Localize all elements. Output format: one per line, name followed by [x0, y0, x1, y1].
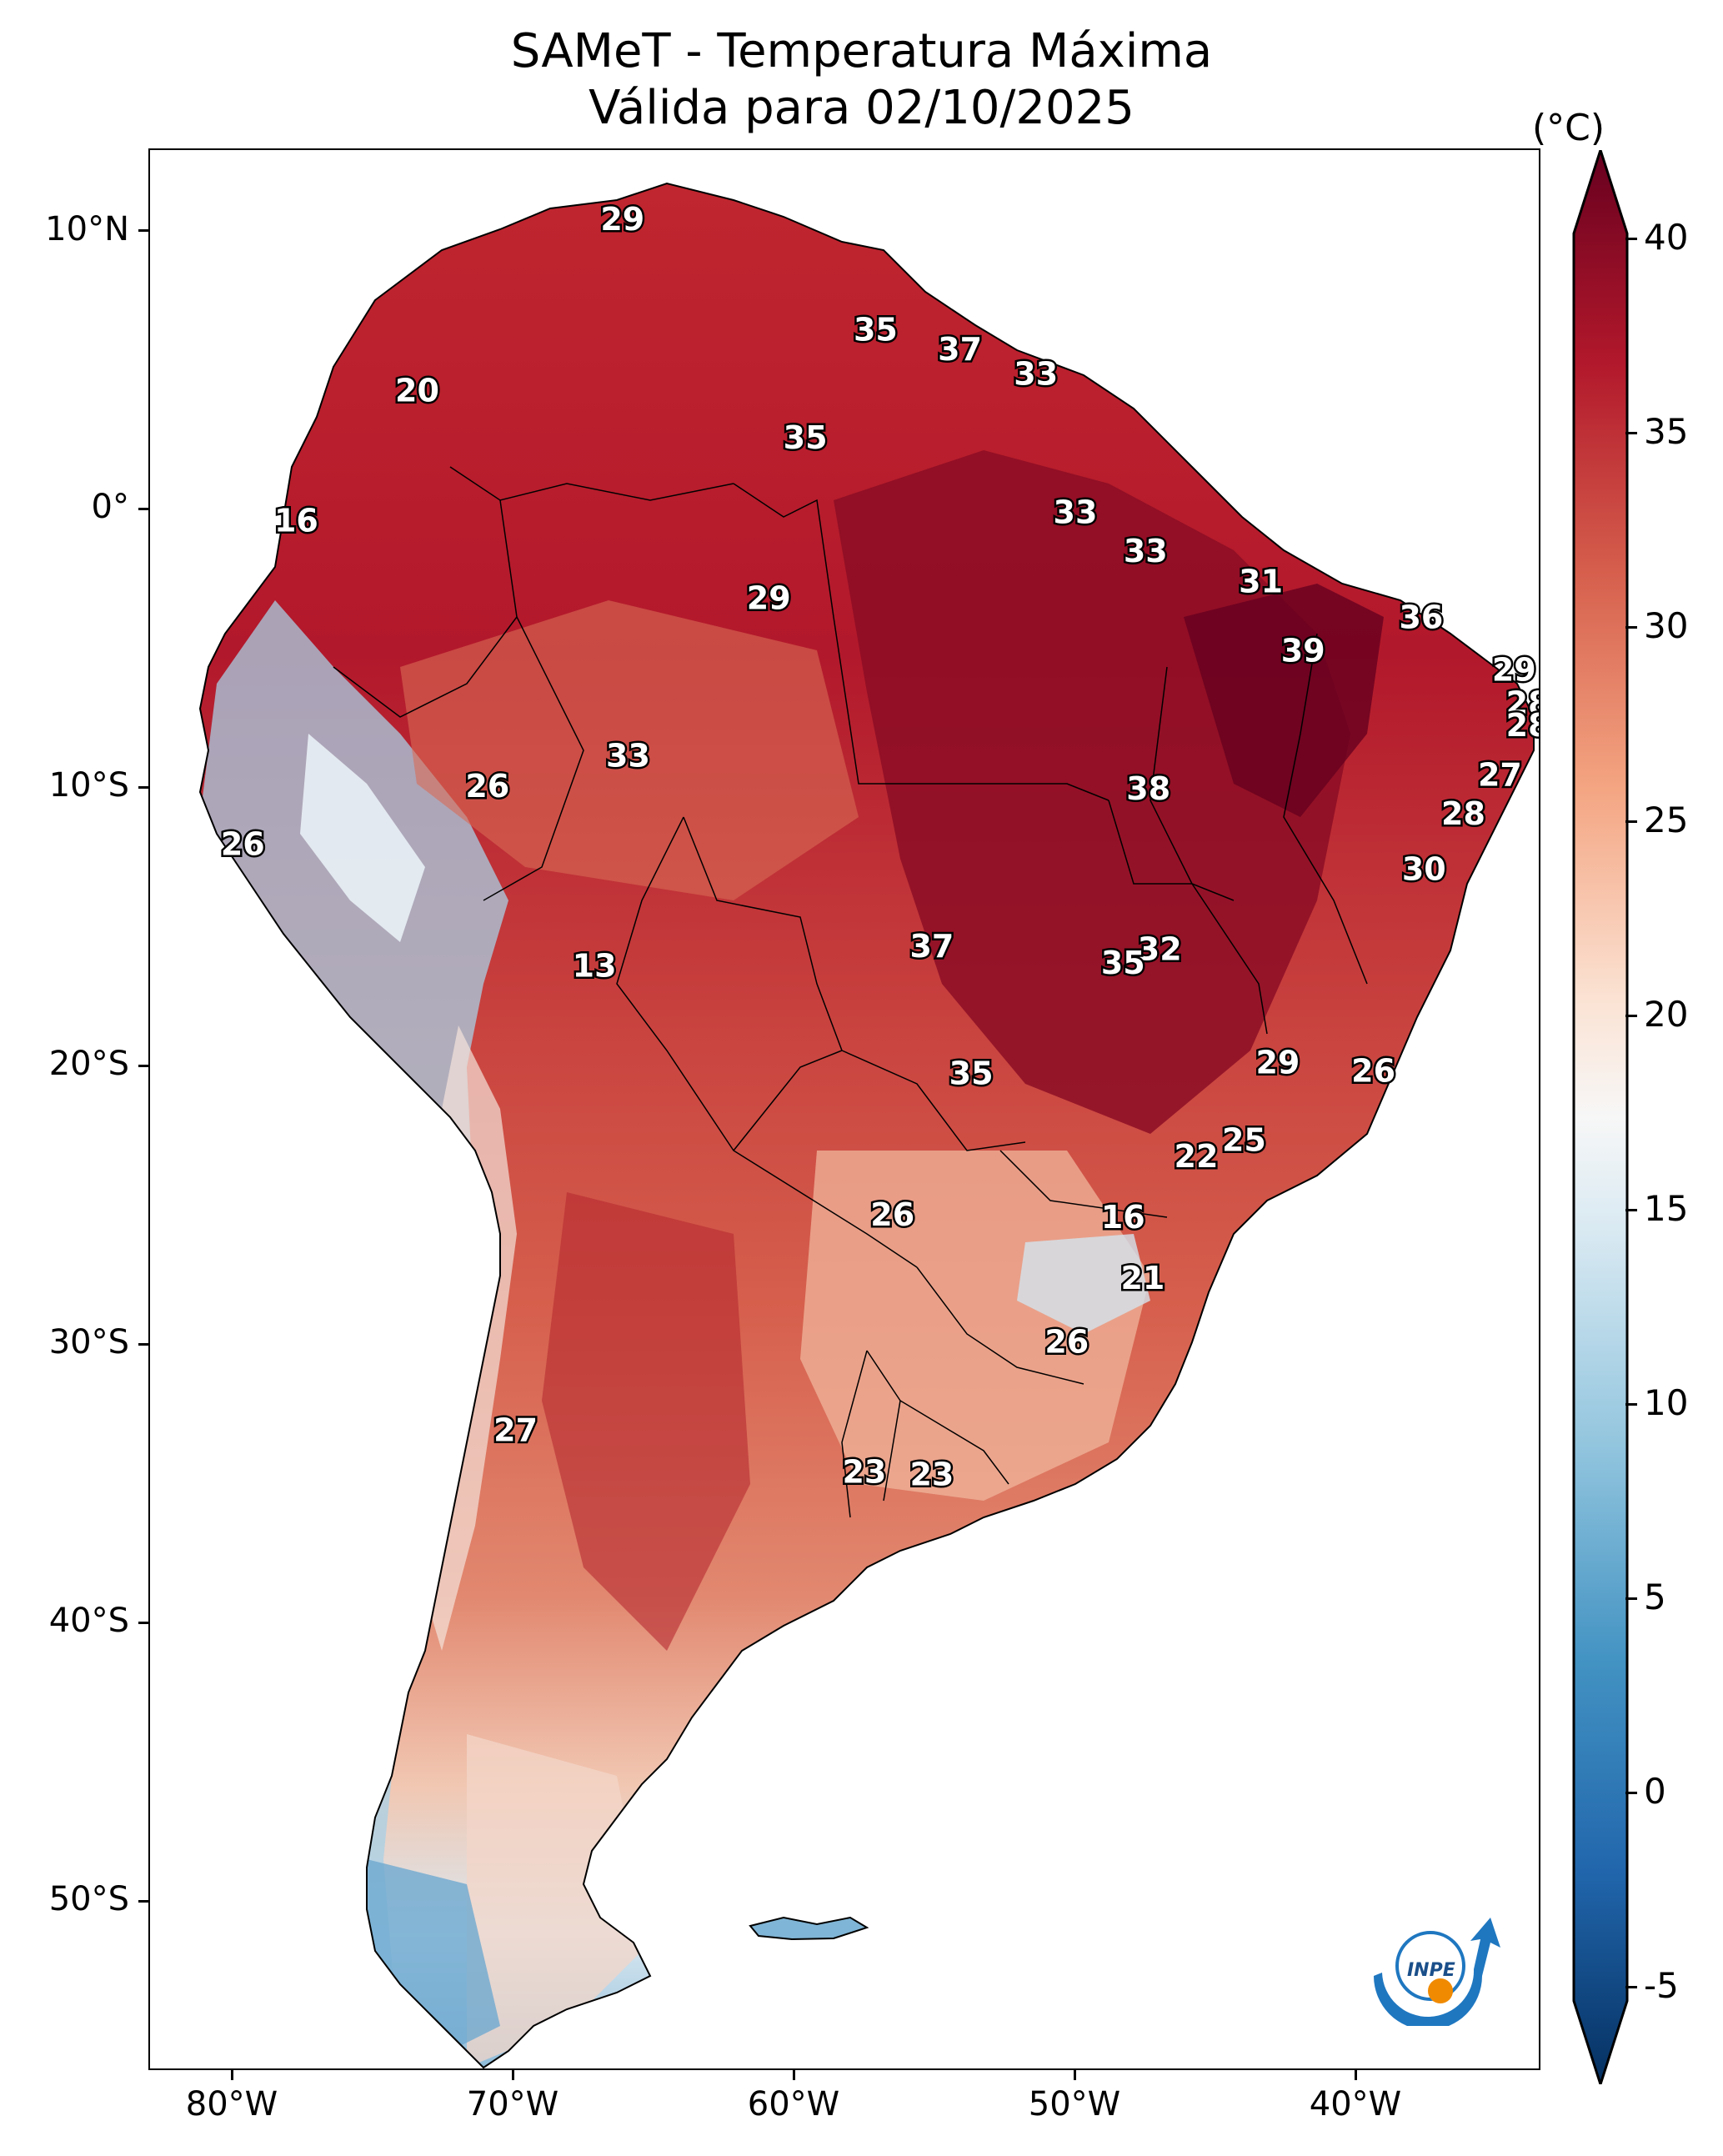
lat-tick-10n: 10°N	[45, 210, 129, 248]
temperature-label: 29	[1255, 1045, 1300, 1081]
temperature-label: 33	[1014, 356, 1058, 393]
lat-tickmark	[138, 1900, 148, 1903]
lon-tickmark	[1074, 2070, 1076, 2080]
colorbar-tick-neg5: -5	[1644, 1965, 1679, 2006]
colorbar-tickmark	[1625, 1792, 1637, 1794]
lat-tick-40s: 40°S	[48, 1602, 129, 1640]
colorbar-unit: (°C)	[1532, 107, 1605, 149]
lat-tickmark	[138, 1343, 148, 1346]
temperature-label: 32	[1138, 931, 1182, 968]
colorbar-tick-15: 15	[1644, 1188, 1689, 1229]
temperature-label: 29	[1492, 652, 1536, 689]
temperature-label: 33	[1124, 533, 1168, 569]
temperature-label: 29	[600, 201, 644, 238]
temperature-label: 16	[274, 502, 318, 539]
temperature-label: 38	[1126, 770, 1170, 807]
temperature-label: 35	[949, 1055, 994, 1092]
lat-tick-50s: 50°S	[48, 1880, 129, 1918]
lat-tick-20s: 20°S	[48, 1045, 129, 1083]
temperature-map: 2935373320351633333129363929282827332638…	[199, 183, 1540, 2068]
colorbar-tickmark	[1625, 432, 1637, 434]
temperature-label: 30	[1402, 850, 1446, 887]
temperature-label: 35	[854, 312, 898, 348]
lon-tickmark	[512, 2070, 514, 2080]
map-title: SAMeT - Temperatura Máxima	[510, 24, 1213, 78]
temperature-label: 33	[606, 737, 650, 774]
lon-tickmark	[231, 2070, 233, 2080]
map-panel: 2935373320351633333129363929282827332638…	[148, 148, 1540, 2070]
lon-tick-80w: 80°W	[185, 2085, 278, 2123]
colorbar-tickmark	[1625, 820, 1637, 823]
lon-tick-70w: 70°W	[466, 2085, 559, 2123]
temperature-label: 29	[747, 579, 791, 616]
temperature-label: 33	[1054, 494, 1098, 531]
temperature-label: 25	[1222, 1121, 1266, 1158]
colorbar-tickmark	[1625, 1597, 1637, 1600]
temperature-label: 22	[1175, 1138, 1219, 1175]
colorbar-tick-35: 35	[1644, 411, 1689, 452]
temperature-label: 26	[221, 826, 265, 863]
temperature-label: 37	[909, 928, 954, 965]
inpe-logo: INPE	[1374, 1918, 1500, 2026]
temperature-labels: 2935373320351633333129363929282827332638…	[218, 198, 1540, 1495]
temperature-label: 36	[1399, 599, 1443, 636]
lat-tick-0: 0°	[91, 488, 129, 526]
colorbar-tick-5: 5	[1644, 1577, 1666, 1617]
lon-tick-60w: 60°W	[747, 2085, 840, 2123]
colorbar-tickmark	[1625, 1403, 1637, 1406]
temperature-label: 20	[395, 373, 439, 409]
lat-tickmark	[138, 508, 148, 510]
temperature-label: 27	[493, 1412, 538, 1449]
colorbar-tick-25: 25	[1644, 800, 1689, 840]
temperature-label: 28	[1506, 684, 1540, 721]
temperature-label: 13	[573, 947, 617, 984]
inpe-logo-text: INPE	[1407, 1960, 1455, 1981]
temperature-label: 23	[909, 1457, 954, 1493]
temperature-label: 26	[1044, 1323, 1089, 1360]
temperature-label: 23	[842, 1453, 886, 1490]
map-subtitle: Válida para 02/10/2025	[589, 81, 1134, 135]
temperature-label: 26	[870, 1196, 914, 1233]
lat-tickmark	[138, 1065, 148, 1067]
temperature-label: 35	[1101, 945, 1145, 981]
colorbar-tick-30: 30	[1644, 605, 1689, 646]
temperature-label: 28	[1506, 707, 1540, 744]
temperature-label: 39	[1281, 632, 1325, 669]
colorbar	[1572, 150, 1629, 2084]
temperature-label: 31	[1239, 563, 1283, 599]
lat-tick-10s: 10°S	[48, 766, 129, 805]
lon-tickmark	[793, 2070, 795, 2080]
colorbar-tick-0: 0	[1644, 1771, 1666, 1812]
temperature-label: 27	[1478, 757, 1522, 794]
lon-tick-50w: 50°W	[1028, 2085, 1121, 2123]
temperature-label: 26	[465, 768, 509, 805]
lat-tickmark	[138, 229, 148, 232]
colorbar-tick-40: 40	[1644, 217, 1689, 258]
lon-tickmark	[1355, 2070, 1357, 2080]
colorbar-tickmark	[1625, 1986, 1637, 1988]
temperature-label: 28	[1441, 795, 1485, 832]
colorbar-bar	[1572, 150, 1629, 2084]
colorbar-tickmark	[1625, 1209, 1637, 1211]
temperature-label: 37	[938, 331, 982, 368]
colorbar-tick-20: 20	[1644, 994, 1689, 1035]
lat-tickmark	[138, 1622, 148, 1624]
colorbar-tickmark	[1625, 238, 1637, 240]
colorbar-tickmark	[1625, 626, 1637, 629]
lon-tick-40w: 40°W	[1309, 2085, 1402, 2123]
colorbar-tick-10: 10	[1644, 1382, 1689, 1423]
temperature-label: 21	[1120, 1260, 1165, 1296]
lat-tickmark	[138, 786, 148, 789]
colorbar-tickmark	[1625, 1015, 1637, 1017]
lat-tick-30s: 30°S	[48, 1323, 129, 1361]
temperature-label: 26	[1351, 1052, 1395, 1089]
temperature-label: 16	[1101, 1199, 1145, 1236]
temperature-label: 35	[784, 419, 828, 456]
